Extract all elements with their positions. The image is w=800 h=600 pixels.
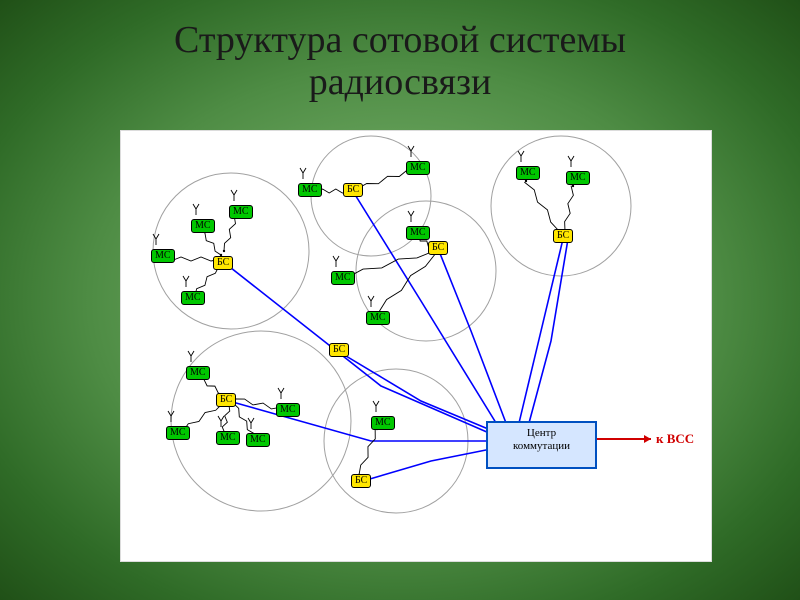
cell-circle [491, 136, 631, 276]
antenna-icon [373, 401, 379, 412]
radio-link [377, 253, 436, 314]
antenna-icon [231, 190, 237, 201]
center-label-1: Центр [494, 427, 589, 440]
antenna-icon [368, 296, 374, 307]
slide-root: Структура сотовой системы радиосвязи БС Б… [0, 0, 800, 600]
radio-link [222, 405, 230, 433]
mc-node: МС [331, 271, 355, 285]
bs-node: БС [329, 343, 349, 357]
mc-node: МС [371, 416, 395, 430]
antenna-icon [193, 204, 199, 215]
center-label-2: коммутации [494, 440, 589, 453]
mc-node: МС [191, 219, 215, 233]
antenna-icon [188, 351, 194, 362]
radio-link [524, 182, 559, 231]
title-line1: Структура сотовой системы [174, 19, 626, 61]
bs-node: БС [553, 229, 573, 243]
antenna-icon [333, 256, 339, 267]
antenna-icon [218, 416, 224, 427]
bs-node: БС [213, 256, 233, 270]
antenna-icon [183, 276, 189, 287]
mc-node: МС [181, 291, 205, 305]
mc-node: МС [166, 426, 190, 440]
radio-link [197, 230, 221, 255]
radio-link [359, 428, 375, 475]
mc-node: МС [229, 205, 253, 219]
radio-link [565, 186, 574, 231]
cell-circle [171, 331, 351, 511]
mc-node: МС [366, 311, 390, 325]
antenna-icon [300, 168, 306, 179]
cell-circle [153, 173, 309, 329]
bs-node: БС [216, 393, 236, 407]
mc-node: МС [186, 366, 210, 380]
radio-link [357, 169, 408, 189]
antenna-icon [248, 418, 254, 429]
bs-node: БС [343, 183, 363, 197]
antenna-icon [278, 388, 284, 399]
trunk-line [341, 353, 493, 431]
antenna-icon [408, 211, 414, 222]
antenna-icon [408, 146, 414, 157]
mc-node: МС [246, 433, 270, 447]
trunk-line [226, 264, 496, 436]
mc-node: МС [406, 161, 430, 175]
mc-node: МС [516, 166, 540, 180]
antenna-icon [568, 156, 574, 167]
trunk-line [363, 449, 491, 481]
title-line2: радиосвязи [309, 61, 492, 103]
mc-node: МС [276, 403, 300, 417]
trunk-line [529, 239, 568, 423]
mc-node: МС [216, 431, 240, 445]
mc-node: МС [298, 183, 322, 197]
vcc-label: к ВСС [656, 431, 694, 447]
bs-node: БС [351, 474, 371, 488]
diagram-canvas: БСБСБСБСБСБСБСМСМСМСМСМСМСМСМСМСМСМСМСМС… [120, 130, 712, 562]
mc-node: МС [406, 226, 430, 240]
switching-center: Центркоммутации [486, 421, 597, 469]
radio-link [224, 215, 235, 251]
antenna-icon [518, 151, 524, 162]
mc-node: МС [151, 249, 175, 263]
mc-node: МС [566, 171, 590, 185]
diagram-svg [121, 131, 711, 561]
slide-title: Структура сотовой системы радиосвязи [0, 20, 800, 104]
bs-node: БС [428, 241, 448, 255]
